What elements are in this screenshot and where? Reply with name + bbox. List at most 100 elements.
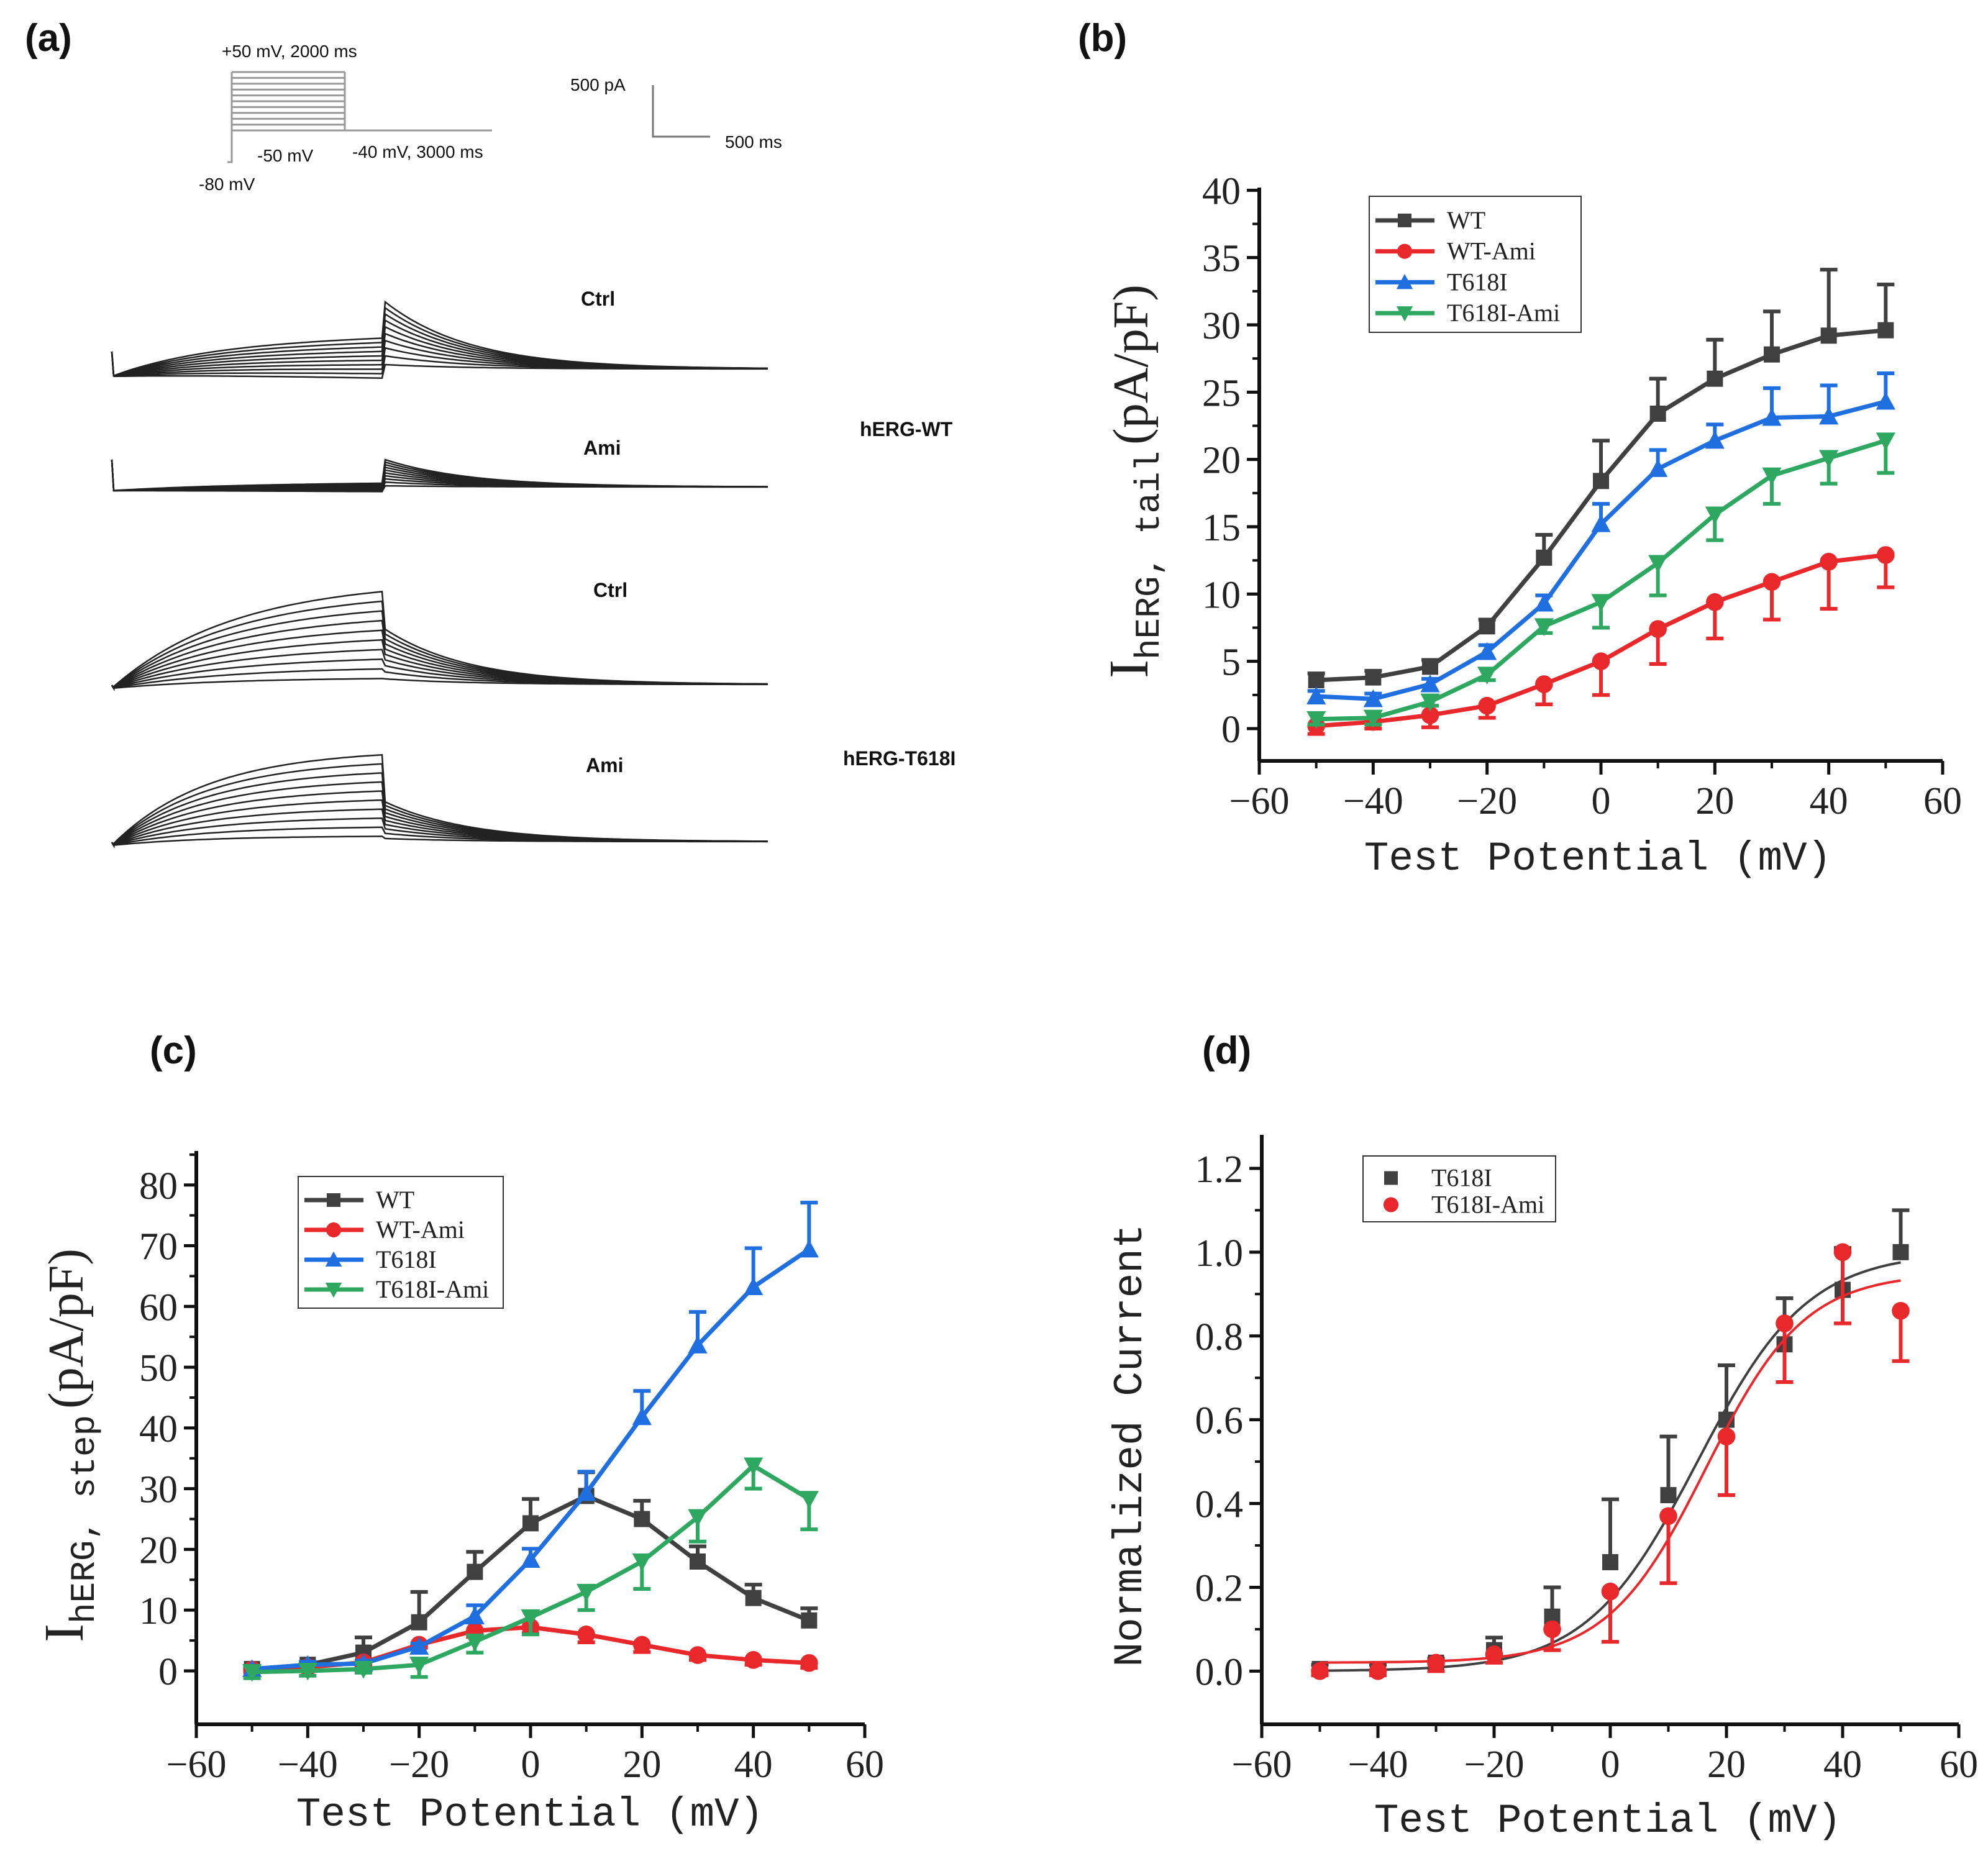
data-point-marker	[1892, 1301, 1910, 1320]
data-point-marker	[1534, 593, 1554, 612]
series-t618i	[1306, 371, 1895, 707]
data-point-marker	[1384, 1171, 1398, 1185]
y-tick-label: 10	[139, 1590, 178, 1632]
data-point-marker	[1383, 1197, 1399, 1212]
data-point-marker	[1422, 658, 1438, 675]
y-tick-label: 70	[139, 1226, 178, 1268]
y-axis-title: Normalized Current	[1107, 1224, 1154, 1667]
legend-label: WT-Ami	[376, 1216, 465, 1244]
data-point-marker	[1427, 1654, 1445, 1672]
data-point-marker	[1369, 1662, 1387, 1680]
data-point-marker	[521, 1609, 540, 1627]
data-point-marker	[1396, 274, 1413, 289]
x-tick-label: 60	[1923, 780, 1962, 822]
panel-a-current-traces: +50 mV, 2000 ms -50 mV -40 mV, 3000 ms -…	[111, 42, 955, 848]
data-point-marker	[522, 1515, 539, 1532]
data-point-marker	[1593, 473, 1609, 489]
data-point-marker	[1762, 467, 1782, 486]
y-axis-title: IhERG, tail(pA/pF)	[1098, 284, 1169, 678]
scale-bar	[652, 85, 710, 138]
legend-item: WT-Ami	[304, 1216, 465, 1244]
data-point-marker	[1717, 1427, 1736, 1445]
data-point-marker	[1764, 346, 1780, 363]
x-tick-label: −60	[1229, 780, 1290, 822]
data-point-marker	[521, 1550, 540, 1568]
x-tick-label: −20	[389, 1744, 449, 1786]
data-point-marker	[1363, 709, 1383, 728]
data-point-marker	[411, 1614, 427, 1631]
chart-panel-b: −60 −40 −20 0 20 40 60 0 5 10 15 20 25 30 35 40 Test Pot…	[1098, 170, 1962, 882]
protocol-label-tail: -40 mV, 3000 ms	[352, 142, 483, 161]
legend-label: T618I-Ami	[1431, 1191, 1544, 1219]
x-tick-label: 60	[1940, 1744, 1978, 1786]
data-point-marker	[632, 1553, 652, 1572]
legend-item: T618I	[304, 1245, 437, 1273]
data-point-marker	[1648, 555, 1668, 573]
legend-item: T618I	[1375, 268, 1508, 296]
x-tick-label: −40	[1348, 1744, 1408, 1786]
x-tick-label: −40	[278, 1744, 338, 1786]
x-tick-label: −20	[1464, 1744, 1525, 1786]
data-point-marker	[1819, 406, 1839, 425]
y-tick-label: 0	[1221, 709, 1241, 751]
data-point-marker	[1649, 620, 1667, 638]
data-point-marker	[1659, 1507, 1677, 1526]
data-point-marker	[409, 1637, 429, 1655]
x-tick-label: 20	[1695, 780, 1734, 822]
data-point-marker	[1396, 306, 1413, 322]
legend-item: T618I	[1384, 1164, 1492, 1192]
data-point-marker	[1892, 1244, 1909, 1260]
series-wt	[243, 1470, 818, 1678]
series-line	[1316, 553, 1886, 729]
x-tick-label: 20	[1707, 1744, 1746, 1786]
y-tick-label: 5	[1221, 642, 1241, 684]
y-tick-label: 1.0	[1195, 1232, 1244, 1275]
legend-item: T618I-Ami	[1375, 299, 1560, 327]
trace-family-t618i-ctrl	[111, 591, 768, 691]
protocol-label-hold: -80 mV	[199, 175, 255, 194]
data-point-marker	[1306, 686, 1326, 704]
condition-label-t618i-ctrl: Ctrl	[593, 579, 627, 601]
series-line	[252, 1463, 811, 1675]
series-wt	[1307, 268, 1895, 688]
data-point-marker	[1535, 675, 1553, 693]
legend-label: T618I-Ami	[1447, 299, 1560, 327]
data-point-marker	[1306, 711, 1326, 729]
data-point-marker	[1485, 1645, 1503, 1663]
y-tick-label: 0.0	[1195, 1651, 1244, 1693]
legend-label: WT	[1447, 206, 1485, 234]
data-point-marker	[800, 1654, 818, 1672]
series-t618i-ami	[242, 1457, 819, 1682]
data-point-marker	[298, 1662, 317, 1681]
legend-item: WT	[304, 1186, 414, 1214]
data-point-marker	[1477, 642, 1497, 660]
series-t618i-ami	[1311, 1243, 1910, 1680]
chart-panel-c: −60 −40 −20 0 20 40 60 0 10 20 30 40 50 60 70 80 Test Po…	[34, 1151, 884, 1838]
x-tick-label: 0	[1592, 780, 1611, 822]
data-point-marker	[1311, 1662, 1329, 1680]
x-tick-label: 40	[1810, 780, 1848, 822]
data-point-marker	[1601, 1582, 1620, 1601]
legend-item: WT	[1375, 206, 1485, 234]
data-point-marker	[633, 1635, 651, 1654]
data-point-marker	[327, 1193, 340, 1207]
data-point-marker	[467, 1563, 483, 1580]
data-point-marker	[1420, 674, 1440, 693]
y-tick-label: 25	[1202, 372, 1241, 414]
x-tick-label: −20	[1457, 780, 1517, 822]
data-point-marker	[1534, 618, 1554, 636]
legend-label: T618I	[376, 1245, 437, 1273]
y-tick-label: 50	[139, 1347, 178, 1390]
trace-family-wt-ctrl	[111, 300, 768, 379]
data-point-marker	[353, 1661, 373, 1679]
data-point-marker	[801, 1612, 818, 1629]
data-point-marker	[690, 1553, 706, 1570]
x-tick-label: −40	[1343, 780, 1403, 822]
data-point-marker	[1762, 573, 1781, 591]
data-point-marker	[688, 1646, 707, 1664]
panel-label-b: (b)	[1078, 17, 1127, 60]
y-tick-label: 10	[1202, 574, 1241, 616]
